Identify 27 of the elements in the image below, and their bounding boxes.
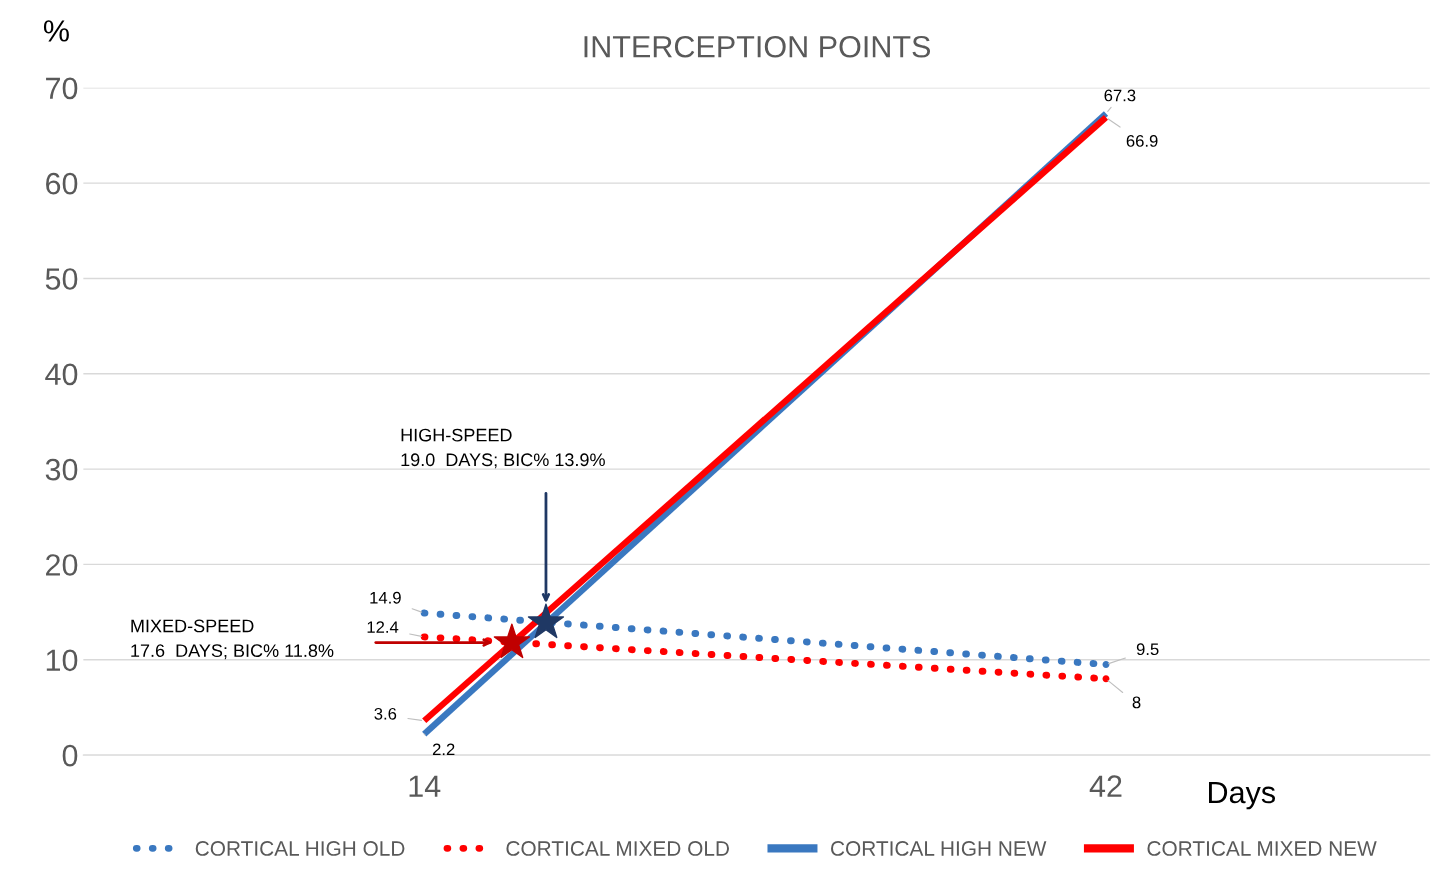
y-tick-label: 20 (46, 554, 78, 576)
annotation: HIGH-SPEED 19.0 DAYS; BIC% 13.9% (401, 428, 605, 469)
y-tick-label: 40 (45, 363, 78, 386)
data-label: 2.2 (432, 743, 455, 756)
x-axis-title: Days (1209, 782, 1276, 810)
y-tick-label: 30 (45, 458, 78, 481)
legend-label: CORTICAL MIXED OLD (506, 841, 729, 856)
legend-label: CORTICAL MIXED NEW (1147, 841, 1377, 856)
data-label: 66.9 (1126, 135, 1158, 147)
data-label: 14.9 (370, 591, 401, 604)
y-tick-label: 0 (62, 744, 78, 767)
y-tick-label: 60 (46, 172, 78, 195)
x-tick-label: 42 (1089, 775, 1122, 797)
chart-title: INTERCEPTION POINTS (584, 35, 931, 58)
y-tick-label: 10 (46, 649, 78, 672)
y-axis-title: % (43, 20, 69, 42)
y-tick-label: 50 (45, 268, 78, 290)
annotation: MIXED-SPEED 17.6 DAYS; BIC% 11.8% (131, 619, 334, 660)
x-tick-label: 14 (409, 775, 441, 797)
data-label: 67.3 (1104, 89, 1136, 102)
data-label: 8 (1132, 696, 1141, 709)
data-label: 3.6 (374, 707, 397, 720)
y-tick-label: 70 (46, 77, 78, 100)
legend-label: CORTICAL HIGH OLD (195, 841, 405, 856)
data-label: 9.5 (1136, 643, 1159, 656)
data-label: 12.4 (367, 621, 399, 633)
legend-label: CORTICAL HIGH NEW (831, 841, 1047, 856)
